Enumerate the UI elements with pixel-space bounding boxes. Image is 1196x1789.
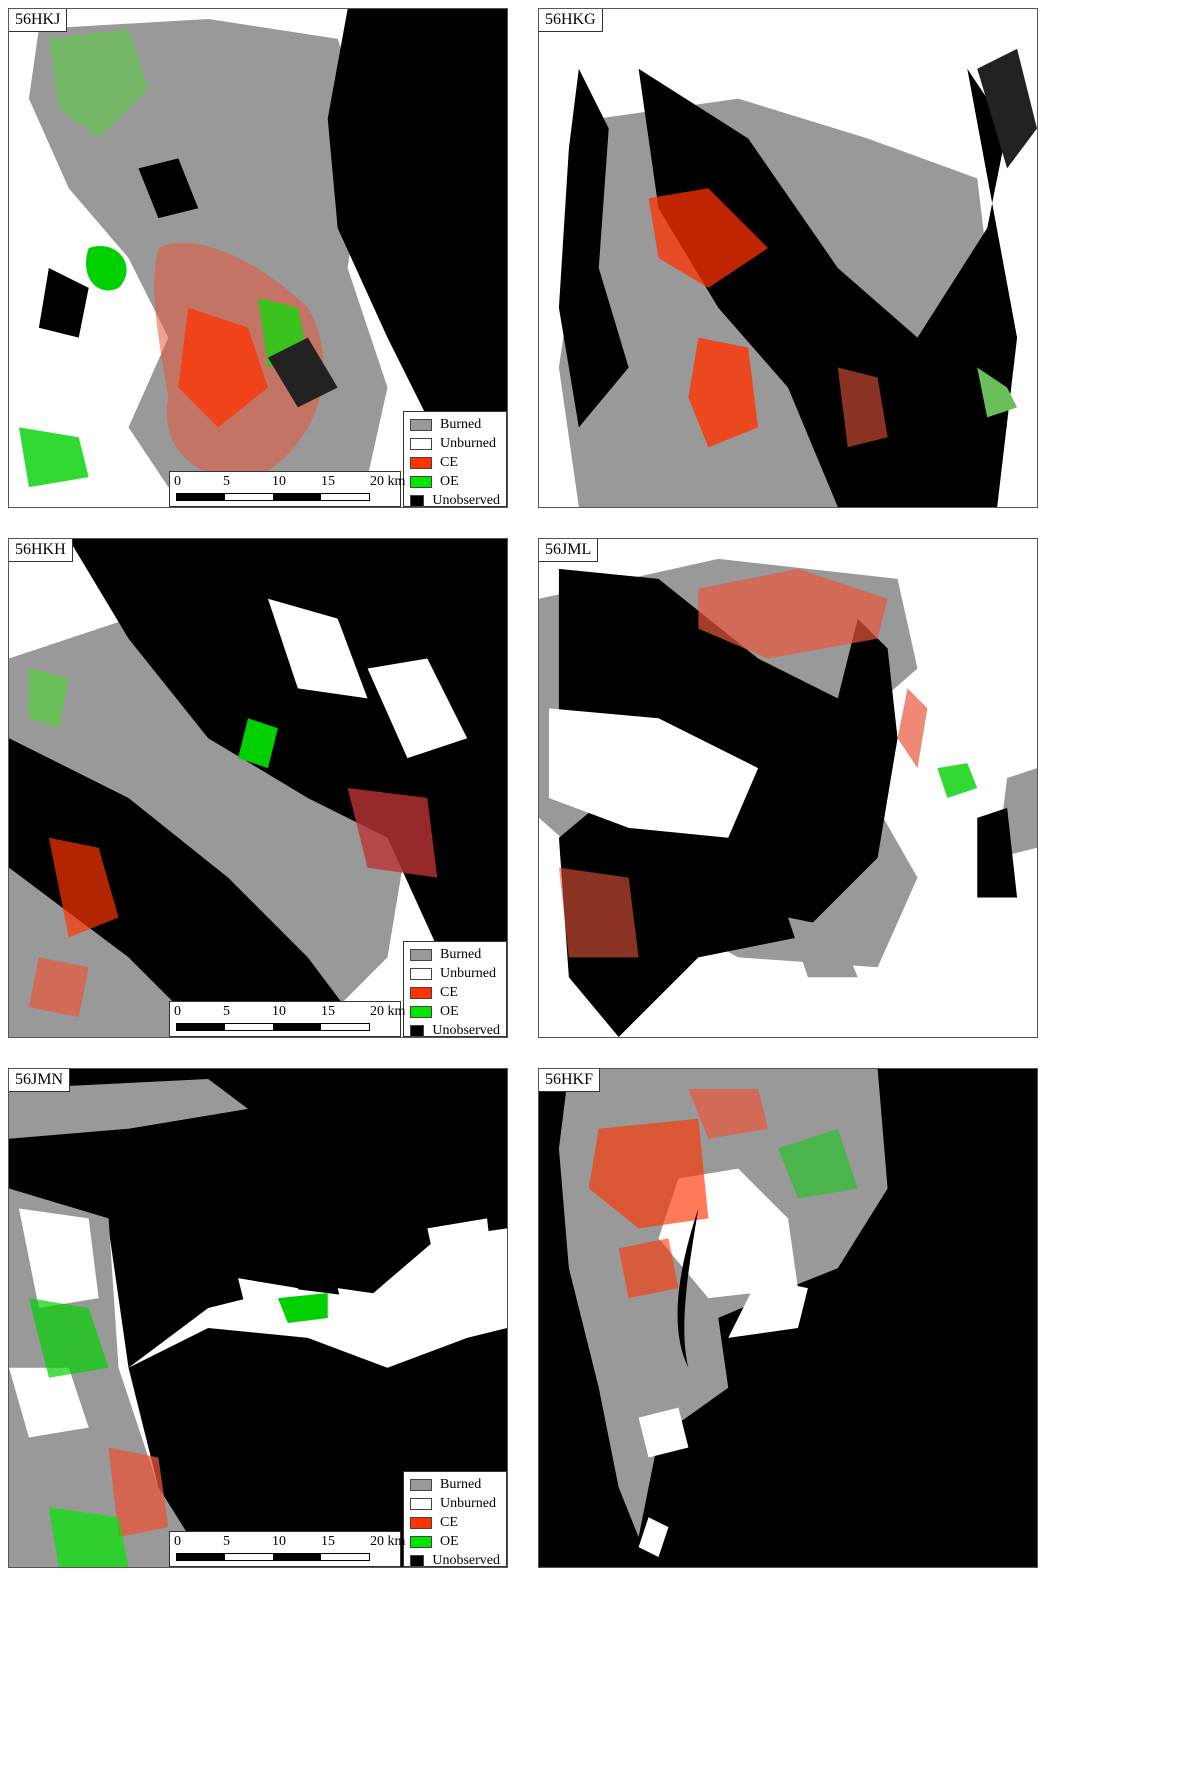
burn-map-56hkj <box>9 9 507 507</box>
scale-bar-segment <box>177 1554 225 1560</box>
map-legend: Burned Unburned CE OE Unobserved <box>403 1471 507 1567</box>
legend-swatch <box>410 1024 425 1037</box>
scale-bar-segment <box>273 1554 321 1560</box>
legend-swatch <box>410 437 432 450</box>
map-panel-56hkf: 56HKF <box>538 1068 1038 1568</box>
legend-swatch <box>410 1478 432 1491</box>
map-panel-56hkh: 56HKH Burned Unburned CE OE Unobserved 0 5 10 1… <box>8 538 508 1038</box>
map-panel-56jml: 56JML <box>538 538 1038 1038</box>
legend-swatch <box>410 1497 432 1510</box>
burn-map-56jmn <box>9 1069 507 1567</box>
map-legend: Burned Unburned CE OE Unobserved <box>403 411 507 507</box>
legend-label: OE <box>440 1533 459 1549</box>
scale-bar-segment <box>225 1554 273 1560</box>
scale-bar: 0 5 10 15 20 km <box>169 471 405 507</box>
scale-tick-label: 0 <box>174 1534 181 1549</box>
legend-label: Unobserved <box>432 1552 500 1568</box>
scale-tick-label: 10 <box>272 1004 286 1019</box>
scale-tick-label: 10 <box>272 474 286 489</box>
legend-label: OE <box>440 1003 459 1019</box>
scale-bar-segment <box>273 494 321 500</box>
map-panel-56hkg: 56HKG <box>538 8 1038 508</box>
scale-bar-segment <box>225 1024 273 1030</box>
tile-label: 56HKF <box>539 1069 601 1092</box>
legend-item: CE <box>410 1513 500 1532</box>
legend-swatch <box>410 948 432 961</box>
legend-label: OE <box>440 473 459 489</box>
legend-item: Burned <box>410 945 500 964</box>
legend-swatch <box>410 1535 432 1548</box>
legend-swatch <box>410 1005 432 1018</box>
legend-item: Unburned <box>410 1494 500 1513</box>
scale-tick-label: 10 <box>272 1534 286 1549</box>
scale-tick-label: 5 <box>223 474 230 489</box>
scale-tick-label: 5 <box>223 1004 230 1019</box>
scale-tick-label: 15 <box>321 1534 335 1549</box>
burn-map-56hkf <box>539 1069 1037 1567</box>
legend-item: CE <box>410 983 500 1002</box>
map-panel-56jmn: 56JMN Burned Unburned CE OE Unobserved 0 5 10 1… <box>8 1068 508 1568</box>
map-panel-56hkj: 56HKJ Burned Unburned CE OE Unobserved 0 5 10 1… <box>8 8 508 508</box>
legend-label: Burned <box>440 416 482 432</box>
legend-item: Unobserved <box>410 1021 500 1038</box>
scale-tick-label: 0 <box>174 1004 181 1019</box>
scale-bar-segment <box>177 1024 225 1030</box>
legend-label: CE <box>440 1514 458 1530</box>
scale-bar-segment <box>321 1024 369 1030</box>
legend-item: OE <box>410 1532 500 1551</box>
legend-label: Unburned <box>440 1495 496 1511</box>
legend-label: Unburned <box>440 435 496 451</box>
scale-bar-segment <box>321 1554 369 1560</box>
legend-item: Unobserved <box>410 1551 500 1568</box>
scale-bar-segment <box>177 494 225 500</box>
scale-bar-segments <box>176 1023 370 1031</box>
map-legend: Burned Unburned CE OE Unobserved <box>403 941 507 1037</box>
scale-bar-segments <box>176 493 370 501</box>
burn-map-56hkh <box>9 539 507 1037</box>
legend-item: Burned <box>410 1475 500 1494</box>
legend-label: Unobserved <box>432 1022 500 1038</box>
tile-label: 56HKJ <box>9 9 68 32</box>
legend-item: CE <box>410 453 500 472</box>
legend-swatch <box>410 1554 425 1567</box>
legend-item: Burned <box>410 415 500 434</box>
legend-item: Unburned <box>410 964 500 983</box>
burn-map-56jml <box>539 539 1037 1037</box>
tile-label: 56HKG <box>539 9 603 32</box>
legend-label: Burned <box>440 1476 482 1492</box>
legend-label: CE <box>440 454 458 470</box>
legend-label: Burned <box>440 946 482 962</box>
legend-item: OE <box>410 472 500 491</box>
scale-bar-segment <box>225 494 273 500</box>
legend-swatch <box>410 494 425 507</box>
scale-tick-label: 15 <box>321 1004 335 1019</box>
legend-swatch <box>410 456 432 469</box>
scale-bar-segment <box>321 494 369 500</box>
legend-swatch <box>410 1516 432 1529</box>
legend-item: Unobserved <box>410 491 500 508</box>
legend-item: OE <box>410 1002 500 1021</box>
legend-label: CE <box>440 984 458 1000</box>
burn-map-56hkg <box>539 9 1037 507</box>
tile-label: 56HKH <box>9 539 73 562</box>
scale-tick-label: 20 km <box>370 1004 406 1019</box>
scale-bar-segments <box>176 1553 370 1561</box>
legend-swatch <box>410 967 432 980</box>
scale-tick-label: 20 km <box>370 1534 406 1549</box>
scale-tick-label: 5 <box>223 1534 230 1549</box>
legend-label: Unobserved <box>432 492 500 508</box>
scale-bar: 0 5 10 15 20 km <box>169 1531 405 1567</box>
scale-bar: 0 5 10 15 20 km <box>169 1001 405 1037</box>
scale-tick-label: 0 <box>174 474 181 489</box>
scale-bar-segment <box>273 1024 321 1030</box>
legend-swatch <box>410 418 432 431</box>
tile-label: 56JML <box>539 539 599 562</box>
scale-tick-label: 20 km <box>370 474 406 489</box>
legend-item: Unburned <box>410 434 500 453</box>
scale-tick-label: 15 <box>321 474 335 489</box>
tile-label: 56JMN <box>9 1069 71 1092</box>
legend-label: Unburned <box>440 965 496 981</box>
legend-swatch <box>410 475 432 488</box>
legend-swatch <box>410 986 432 999</box>
